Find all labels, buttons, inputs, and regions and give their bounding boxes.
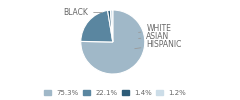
Text: HISPANIC: HISPANIC [135, 40, 182, 49]
Text: WHITE: WHITE [138, 24, 171, 33]
Wedge shape [81, 10, 113, 42]
Legend: 75.3%, 22.1%, 1.4%, 1.2%: 75.3%, 22.1%, 1.4%, 1.2% [43, 89, 187, 96]
Wedge shape [110, 10, 113, 42]
Text: ASIAN: ASIAN [138, 32, 170, 41]
Wedge shape [108, 10, 113, 42]
Wedge shape [81, 10, 145, 74]
Text: BLACK: BLACK [63, 8, 102, 17]
